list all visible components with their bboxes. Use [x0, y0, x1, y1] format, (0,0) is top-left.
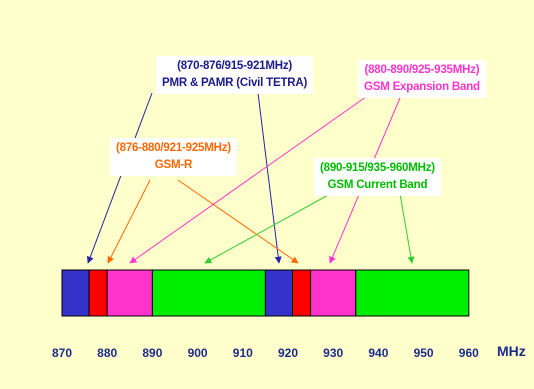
- band-pmr-high: [264, 269, 294, 317]
- tick-label-890: 890: [142, 346, 162, 360]
- tick-label-880: 880: [97, 346, 117, 360]
- label-gsmr: (876-880/921-925MHz) GSM-R: [110, 138, 237, 176]
- arrow-gsm-low: [204, 193, 331, 264]
- label-pmr-name: PMR & PAMR (Civil TETRA): [162, 77, 308, 89]
- frequency-axis: 870 880 890 900 910 920 930 940 950 960 MHz: [52, 343, 526, 360]
- label-gsmr-name: GSM-R: [154, 159, 193, 171]
- label-pmr-range: (870-876/915-921MHz): [177, 60, 293, 72]
- tick-label-870: 870: [52, 346, 72, 360]
- label-gsmr-range: (876-880/921-925MHz): [116, 142, 231, 154]
- tick-label-900: 900: [188, 346, 208, 360]
- arrow-gsmr-high: [177, 179, 299, 264]
- arrow-gsm-high: [399, 193, 415, 264]
- label-gsm: (890-915/935-960MHz) GSM Current Band: [314, 158, 441, 196]
- label-expansion: (880-890/925-935MHz) GSM Expansion Band: [358, 60, 486, 98]
- band-gsmr-low: [88, 269, 108, 317]
- unit-label: MHz: [497, 343, 526, 359]
- band-gsm-high: [355, 269, 470, 317]
- tick-label-960: 960: [459, 346, 479, 360]
- frequency-bar: [61, 269, 470, 317]
- label-expansion-name: GSM Expansion Band: [364, 81, 480, 93]
- band-gsmr-high: [292, 269, 312, 317]
- label-gsm-range: (890-915/935-960MHz): [320, 162, 435, 174]
- band-gsm-low: [151, 269, 266, 317]
- band-pmr-low: [61, 269, 90, 317]
- band-ext-low: [106, 269, 153, 317]
- tick-label-920: 920: [278, 346, 298, 360]
- band-ext-high: [310, 269, 357, 317]
- arrow-pmr-low: [86, 92, 153, 264]
- tick-label-940: 940: [368, 346, 388, 360]
- label-expansion-range: (880-890/925-935MHz): [364, 64, 480, 76]
- label-gsm-name: GSM Current Band: [327, 179, 428, 191]
- arrow-ext-low: [129, 93, 371, 264]
- arrow-gsmr-low: [107, 179, 151, 264]
- tick-label-950: 950: [414, 346, 434, 360]
- tick-label-910: 910: [233, 346, 253, 360]
- tick-label-930: 930: [323, 346, 343, 360]
- label-pmr: (870-876/915-921MHz) PMR & PAMR (Civil T…: [156, 56, 314, 94]
- arrow-pmr-high: [257, 92, 282, 264]
